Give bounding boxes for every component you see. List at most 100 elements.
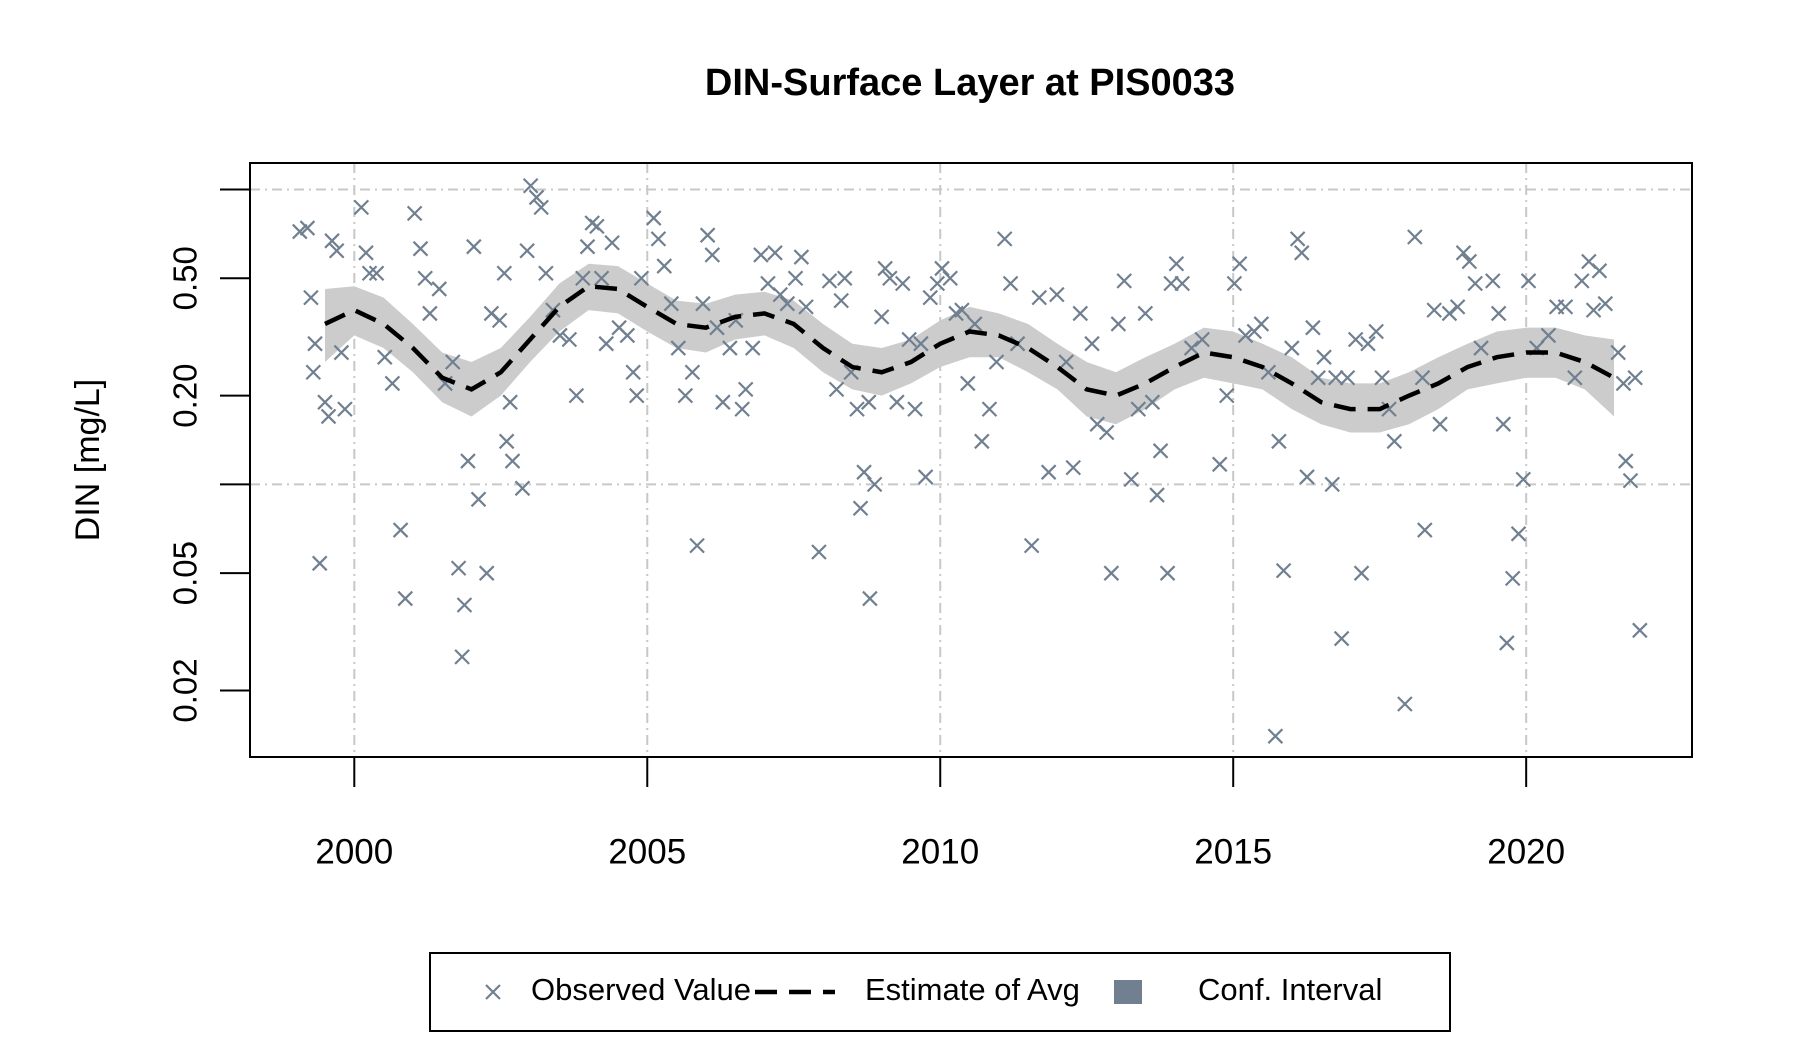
observed-point <box>496 265 513 282</box>
observed-point <box>307 335 323 352</box>
observed-point <box>1567 369 1583 386</box>
plot-frame <box>249 162 1693 758</box>
observed-point <box>397 590 414 607</box>
observed-point <box>1058 354 1074 370</box>
observed-point <box>575 270 591 287</box>
observed-point <box>1299 469 1315 485</box>
observed-point <box>772 286 789 303</box>
observed-point <box>1159 565 1176 581</box>
observed-point <box>1461 253 1478 270</box>
observed-point <box>849 401 865 417</box>
observed-point <box>1467 275 1483 292</box>
observed-point <box>392 522 409 538</box>
observed-point <box>894 275 911 292</box>
observed-point <box>1618 453 1634 469</box>
observed-point <box>1110 316 1127 332</box>
observed-point <box>1426 302 1442 318</box>
observed-point <box>324 233 340 249</box>
observed-point <box>1407 229 1423 245</box>
observed-point <box>358 245 374 261</box>
observed-point <box>299 220 316 236</box>
observed-point <box>722 340 738 356</box>
observed-point <box>1339 369 1356 386</box>
observed-point <box>1065 459 1082 476</box>
observed-point <box>798 299 814 315</box>
observed-point <box>1515 471 1532 488</box>
observed-point <box>1585 302 1602 318</box>
observed-point <box>333 344 350 361</box>
observed-point <box>1327 369 1344 386</box>
legend-symbol <box>485 984 501 1000</box>
observed-point <box>684 364 701 381</box>
observed-point <box>504 453 521 469</box>
observed-point <box>1591 263 1608 279</box>
observed-point <box>942 270 958 287</box>
observed-point <box>1289 231 1306 247</box>
observed-point <box>907 401 923 417</box>
observed-point <box>470 491 487 508</box>
observed-point <box>704 247 721 263</box>
observed-point <box>311 555 328 572</box>
observed-point <box>1084 335 1100 352</box>
observed-point <box>917 469 934 485</box>
observed-point <box>1305 319 1321 336</box>
observed-point <box>1137 305 1154 322</box>
observed-point <box>852 500 869 517</box>
observed-point <box>663 295 680 312</box>
observed-point <box>303 289 319 306</box>
observed-point <box>1218 387 1235 404</box>
legend-label: Conf. Interval <box>1198 972 1382 1007</box>
observed-point <box>1622 472 1639 489</box>
legend-label: Estimate of Avg <box>865 972 1080 1007</box>
estimate-line <box>324 283 1616 412</box>
observed-point <box>1194 331 1210 348</box>
observed-point <box>1310 369 1326 386</box>
x-tick-label: 2020 <box>1487 832 1565 871</box>
observed-point <box>1040 464 1057 480</box>
observed-point <box>1152 443 1169 459</box>
observed-point <box>1031 289 1048 306</box>
observed-point <box>519 242 535 259</box>
observed-point <box>1333 630 1350 647</box>
observed-point <box>1098 424 1115 441</box>
observed-point <box>478 565 495 581</box>
observed-point <box>1495 416 1512 432</box>
observed-point <box>760 275 776 292</box>
observed-point <box>1520 273 1537 289</box>
observed-point <box>1557 299 1574 315</box>
observed-point <box>422 305 438 322</box>
observed-point <box>1324 476 1341 493</box>
observed-point <box>1271 433 1287 450</box>
observed-point <box>1441 305 1458 322</box>
observed-point <box>328 242 345 259</box>
x-tick-label: 2005 <box>608 832 686 871</box>
observed-point <box>1072 305 1089 322</box>
observed-point <box>1499 635 1515 651</box>
observed-point <box>552 327 568 344</box>
observed-point <box>628 387 645 404</box>
observed-point <box>522 177 539 194</box>
observed-point <box>1237 327 1254 344</box>
observed-point <box>1347 331 1364 348</box>
observed-point <box>619 327 636 344</box>
observed-point <box>866 476 883 493</box>
observed-point <box>1615 375 1632 392</box>
observed-point <box>811 544 827 560</box>
observed-point <box>767 245 783 261</box>
observed-point <box>1130 401 1147 417</box>
observed-point <box>929 275 946 292</box>
observed-point <box>913 335 929 352</box>
observed-point <box>1253 316 1270 332</box>
observed-point <box>1174 275 1191 292</box>
y-tick-label: 0.20 <box>167 364 204 428</box>
observed-point <box>538 265 554 282</box>
observed-point <box>604 234 620 251</box>
observed-point <box>1231 255 1248 272</box>
observed-point <box>862 590 878 607</box>
observed-point <box>589 218 605 235</box>
observed-point <box>466 238 482 255</box>
observed-point <box>417 270 433 287</box>
observed-point <box>1226 275 1243 292</box>
observed-point <box>1267 728 1284 744</box>
